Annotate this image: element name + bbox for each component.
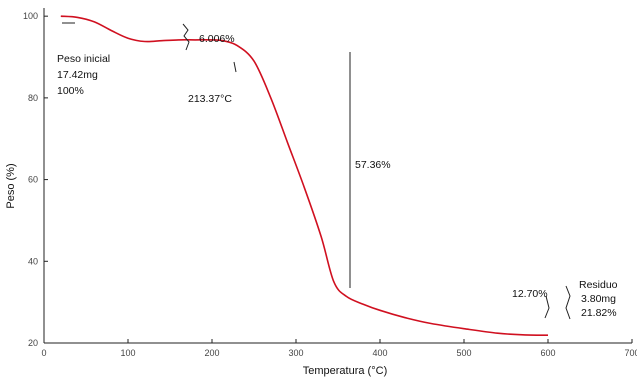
y-tick-label: 100 — [23, 11, 38, 21]
y-tick-label: 20 — [28, 338, 38, 348]
late-loss-label: 12.70% — [512, 288, 548, 300]
axes — [43, 8, 632, 344]
annotation-residue: Residuo 3.80mg 21.82% — [579, 279, 618, 319]
annotation-initial-weight: Peso inicial 17.42mg 100% — [57, 53, 110, 97]
main-loss-label: 57.36% — [355, 159, 391, 171]
onset-temperature-label: 213.37°C — [188, 93, 232, 105]
initial-weight-line-1: Peso inicial — [57, 53, 110, 65]
y-tick-label: 80 — [28, 93, 38, 103]
initial-weight-line-2: 17.42mg — [57, 69, 98, 81]
residue-line-1: Residuo — [579, 279, 618, 291]
y-ticks: 20 40 60 80 100 — [23, 11, 48, 348]
late-loss-arrow — [544, 295, 550, 319]
x-tick-label: 0 — [41, 348, 46, 358]
residue-line-2: 3.80mg — [581, 293, 616, 305]
first-loss-label: 6.006% — [199, 33, 235, 45]
y-tick-label: 40 — [28, 256, 38, 266]
y-axis-title: Peso (%) — [5, 163, 17, 208]
initial-weight-line-3: 100% — [57, 85, 84, 97]
residue-line-3: 21.82% — [581, 307, 617, 319]
x-tick-label: 400 — [372, 348, 387, 358]
x-ticks: 0 100 200 300 400 500 600 700 — [41, 339, 637, 358]
x-tick-label: 200 — [204, 348, 219, 358]
x-tick-label: 500 — [456, 348, 471, 358]
x-tick-label: 300 — [288, 348, 303, 358]
x-tick-label: 600 — [540, 348, 555, 358]
tga-curve-line — [60, 15, 549, 336]
onset-marker — [233, 61, 237, 73]
first-loss-arrow — [182, 23, 190, 51]
annotation-marks — [62, 22, 571, 320]
residue-arrow — [565, 285, 571, 320]
x-tick-label: 100 — [120, 348, 135, 358]
x-axis-title: Temperatura (°C) — [303, 365, 387, 377]
y-tick-label: 60 — [28, 175, 38, 185]
x-tick-label: 700 — [624, 348, 637, 358]
